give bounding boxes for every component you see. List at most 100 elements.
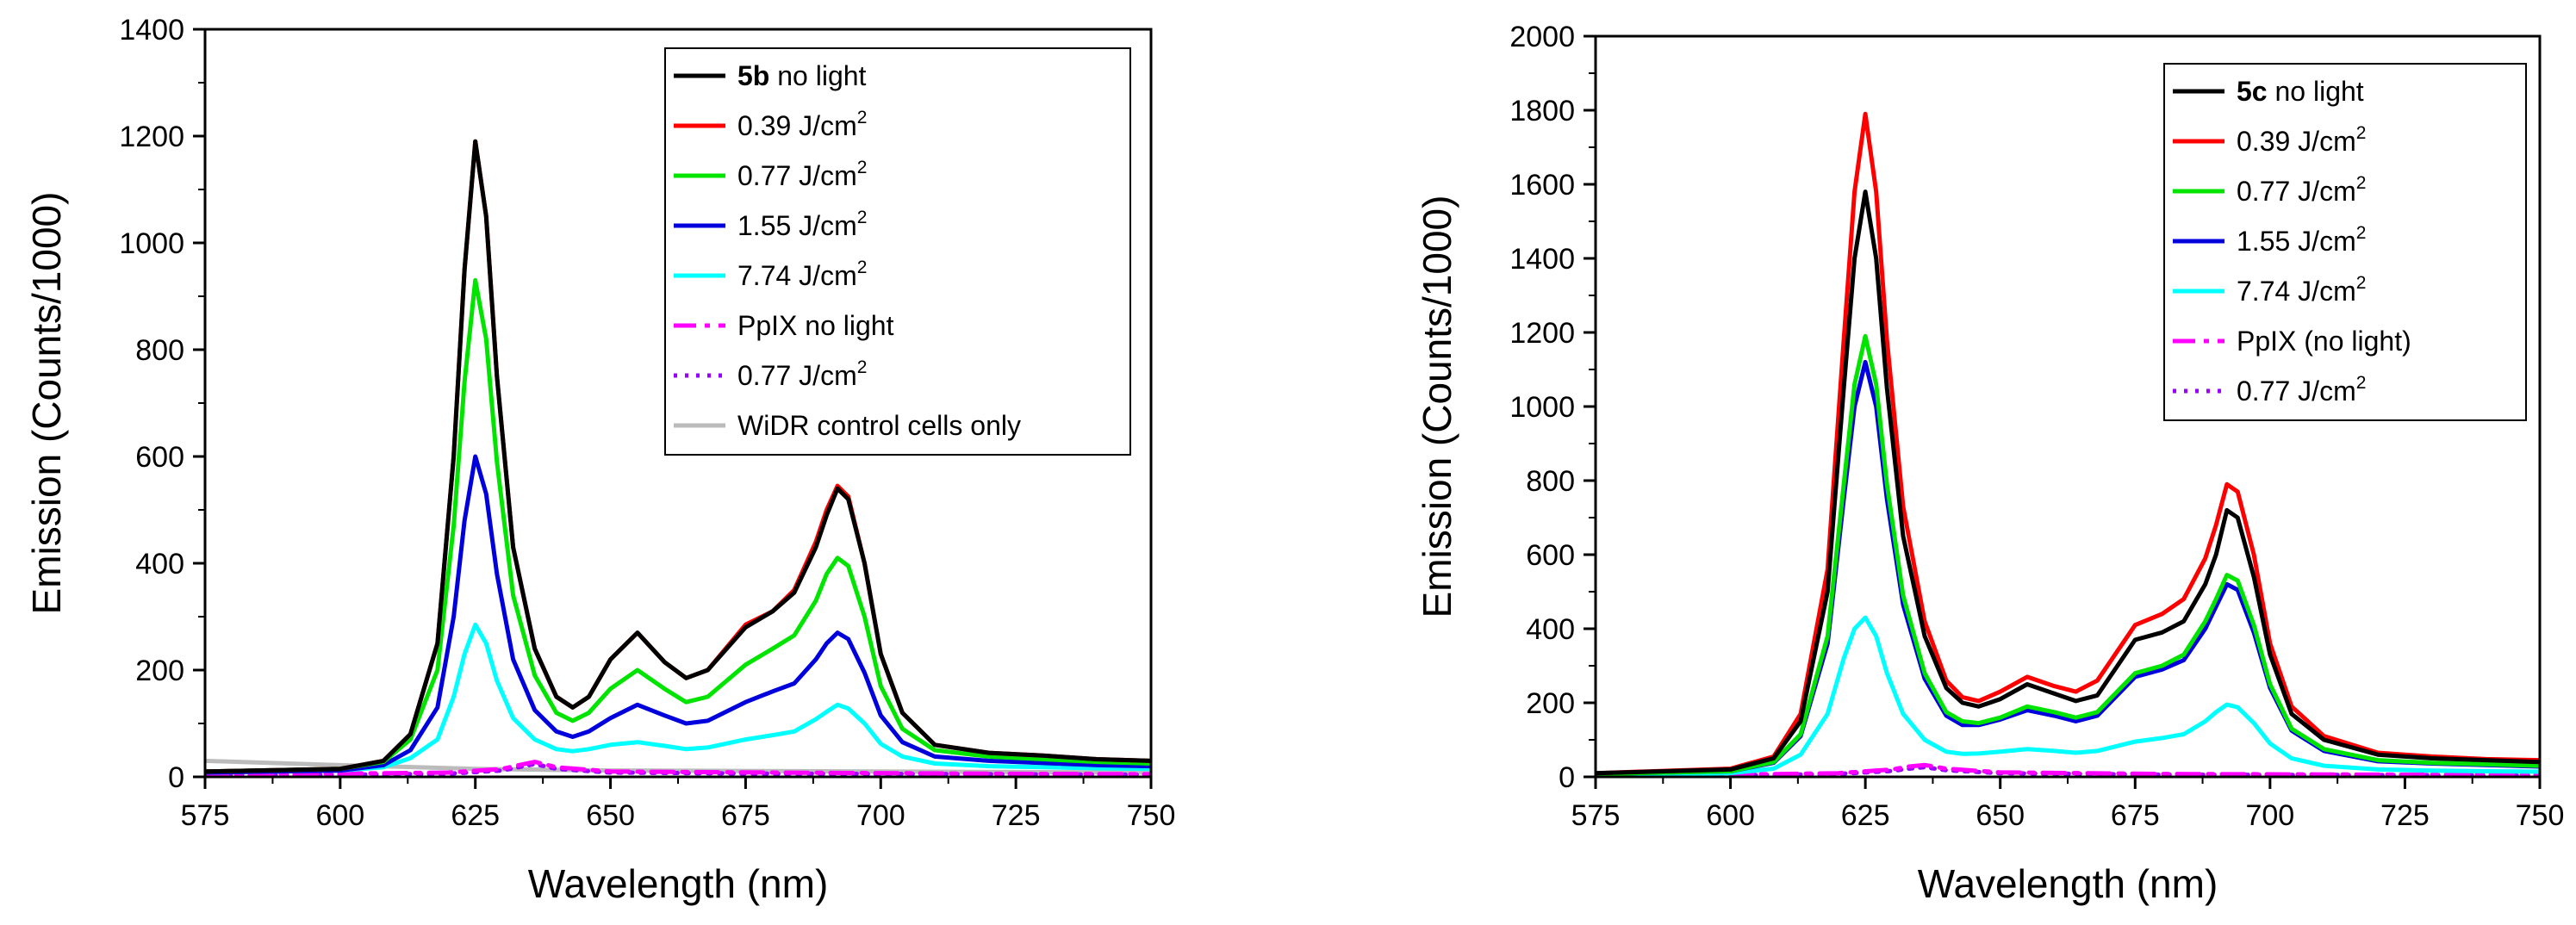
legend-label-bold: 5c	[2237, 76, 2268, 107]
legend-label-bold: 5b	[737, 60, 769, 91]
legend-label-text: 0.77 J/cm	[737, 160, 857, 191]
x-axis-label: Wavelength (nm)	[528, 861, 829, 906]
legend-label-text: WiDR control cells only	[737, 410, 1021, 441]
legend-label-text: 0.77 J/cm	[2237, 376, 2356, 407]
x-tick-label: 650	[586, 799, 635, 832]
y-tick-label: 2000	[1509, 21, 1575, 53]
legend-label: 0.77 J/cm2	[2237, 173, 2366, 207]
y-tick-label: 1200	[1509, 317, 1575, 350]
x-tick-label: 700	[2245, 799, 2294, 832]
x-tick-label: 700	[856, 799, 905, 832]
chart-1: 575 600 625 650 675 700 725 750 0 200 400 600 800 100…	[24, 14, 1175, 906]
series-group	[205, 139, 1151, 777]
legend-label-sup: 2	[2356, 223, 2367, 243]
legend-label: 5c no light	[2237, 76, 2364, 107]
legend-label-sup: 2	[2356, 123, 2367, 143]
legend-label-sup: 2	[857, 258, 868, 277]
x-tick-label: 725	[2380, 799, 2430, 832]
legend-label-text: 0.77 J/cm	[737, 360, 857, 391]
x-tick-label: 750	[2516, 799, 2565, 832]
y-tick-label: 1000	[1509, 391, 1575, 424]
x-tick-label: 575	[1571, 799, 1621, 832]
y-tick-label: 1400	[119, 14, 184, 47]
series-group	[1596, 111, 2540, 777]
legend-label-text: 0.39 J/cm	[2237, 126, 2356, 157]
x-tick-label: 600	[315, 799, 364, 832]
y-tick-label: 200	[135, 655, 184, 687]
legend-label: 0.39 J/cm2	[2237, 123, 2366, 157]
x-tick-label: 625	[451, 799, 500, 832]
y-tick-label: 0	[1559, 761, 1575, 794]
legend-label-text: 0.77 J/cm	[2237, 176, 2356, 207]
legend-label-text: 1.55 J/cm	[2237, 226, 2356, 257]
legend-label-sup: 2	[2356, 373, 2367, 393]
series-line-5	[205, 622, 1151, 775]
legend-label-text: 0.39 J/cm	[737, 110, 857, 141]
y-tick-label: 400	[135, 548, 184, 580]
series-line-1	[1596, 189, 2540, 776]
y-tick-label: 1400	[1509, 243, 1575, 276]
legend-label: 0.77 J/cm2	[2237, 373, 2366, 407]
series-line-2	[1596, 111, 2540, 776]
y-tick-label: 400	[1526, 613, 1575, 646]
legend-label: WiDR control cells only	[737, 410, 1021, 441]
series-line-3	[205, 277, 1151, 774]
y-tick-label: 800	[1526, 465, 1575, 498]
legend-box	[664, 47, 1131, 456]
legend-label-text: no light	[2268, 76, 2364, 107]
legend-label-sup: 2	[857, 208, 868, 227]
y-tick-label: 1200	[119, 121, 184, 153]
legend-label-text: 7.74 J/cm	[737, 260, 857, 291]
series-line-1	[205, 139, 1151, 774]
legend-label-text: PpIX (no light)	[2237, 326, 2411, 357]
x-tick-label: 575	[181, 799, 230, 832]
legend-label: 1.55 J/cm2	[2237, 223, 2366, 257]
x-tick-label: 725	[992, 799, 1041, 832]
series-line-6	[205, 760, 1151, 777]
series-line-3	[1596, 333, 2540, 777]
legend-label-sup: 2	[857, 357, 868, 377]
y-axis-label: Emission (Counts/1000)	[24, 192, 69, 615]
series-line-4	[205, 454, 1151, 775]
x-axis-label: Wavelength (nm)	[1918, 861, 2218, 906]
y-tick-label: 1000	[119, 227, 184, 260]
x-tick-label: 750	[1127, 799, 1176, 832]
legend-label-sup: 2	[857, 108, 868, 127]
y-axis-label: Emission (Counts/1000)	[1415, 196, 1459, 618]
series-line-6	[1596, 762, 2540, 777]
legend-label: 5b no light	[737, 60, 867, 91]
legend-label: 0.39 J/cm2	[737, 108, 867, 141]
legend-label: PpIX (no light)	[2237, 326, 2411, 357]
y-tick-label: 0	[168, 761, 184, 794]
series-line-5	[1596, 615, 2540, 777]
legend-label: 0.77 J/cm2	[737, 158, 867, 191]
series-line-4	[1596, 359, 2540, 777]
legend-label: PpIX no light	[737, 310, 894, 341]
x-tick-label: 650	[1976, 799, 2025, 832]
x-tick-label: 600	[1706, 799, 1755, 832]
y-tick-label: 1800	[1509, 95, 1575, 127]
x-tick-label: 625	[1841, 799, 1890, 832]
legend-label: 0.77 J/cm2	[737, 357, 867, 391]
legend-label-text: 7.74 J/cm	[2237, 276, 2356, 307]
y-tick-label: 800	[135, 334, 184, 367]
y-tick-label: 1600	[1509, 169, 1575, 202]
y-tick-label: 600	[135, 441, 184, 474]
legend-label-text: 1.55 J/cm	[737, 210, 857, 241]
y-tick-label: 200	[1526, 687, 1575, 720]
legend-label-text: no light	[769, 60, 866, 91]
legend-label: 7.74 J/cm2	[2237, 273, 2366, 307]
legend-label-text: PpIX no light	[737, 310, 894, 341]
legend-label-sup: 2	[2356, 173, 2367, 193]
x-tick-label: 675	[2111, 799, 2160, 832]
legend-label: 7.74 J/cm2	[737, 258, 867, 291]
x-tick-label: 675	[721, 799, 770, 832]
legend-label-sup: 2	[2356, 273, 2367, 293]
legend-label-sup: 2	[857, 158, 868, 177]
legend-label: 1.55 J/cm2	[737, 208, 867, 241]
y-tick-label: 600	[1526, 539, 1575, 572]
chart-2: 575 600 625 650 675 700 725 750 0 200 400 600 800 100…	[1415, 21, 2564, 906]
